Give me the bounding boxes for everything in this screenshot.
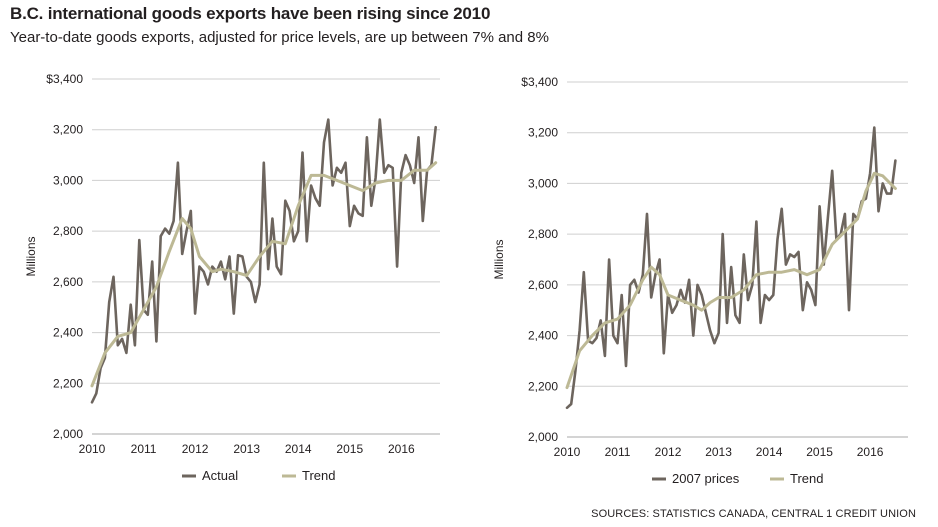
- right-xtick-label: 2015: [806, 445, 833, 459]
- right-ytick-label: 2,600: [528, 278, 558, 292]
- right-ytick-label: 2,800: [528, 227, 558, 241]
- right-xtick-label: 2011: [605, 445, 631, 459]
- left-xtick-label: 2012: [182, 442, 209, 456]
- left-xtick-label: 2015: [336, 442, 363, 456]
- left-ytick-label: 2,400: [53, 326, 83, 340]
- right-xtick-label: 2014: [756, 445, 783, 459]
- constant-price-exports-chart: 2,000 2,200 2,400 2,600 2,800 3,000 3,200 $3,40…: [492, 75, 908, 486]
- right-y-axis-title: Millions: [492, 239, 506, 279]
- left-ytick-label: 2,600: [53, 275, 83, 289]
- left-ytick-label: 2,000: [53, 427, 83, 441]
- left-ytick-label: 2,800: [53, 224, 83, 238]
- left-xtick-label: 2014: [285, 442, 312, 456]
- right-ytick-label: $3,400: [521, 75, 558, 89]
- chart-title: B.C. international goods exports have be…: [10, 4, 491, 23]
- right-ytick-label: 2,400: [528, 329, 558, 343]
- right-xtick-label: 2012: [655, 445, 682, 459]
- left-ytick-label: $3,400: [46, 72, 83, 86]
- left-legend-label: Trend: [302, 468, 335, 483]
- left-y-axis-title: Millions: [24, 236, 38, 276]
- left-ytick-label: 3,200: [53, 123, 83, 137]
- actual-exports-chart: 2,000 2,200 2,400 2,600 2,800 3,000 3,200 $3,40…: [24, 72, 440, 483]
- right-ytick-label: 3,000: [528, 176, 558, 190]
- right-ytick-label: 2,000: [528, 430, 558, 444]
- left-xtick-label: 2011: [131, 442, 157, 456]
- left-ytick-label: 3,000: [53, 173, 83, 187]
- right-ytick-label: 2,200: [528, 379, 558, 393]
- right-legend-label: 2007 prices: [672, 471, 740, 486]
- left-ytick-label: 2,200: [53, 376, 83, 390]
- left-xtick-label: 2013: [233, 442, 260, 456]
- chart-subtitle: Year-to-date goods exports, adjusted for…: [10, 29, 549, 46]
- right-series-line-trend: [565, 171, 897, 390]
- left-xtick-label: 2010: [79, 442, 106, 456]
- left-xtick-label: 2016: [388, 442, 415, 456]
- right-ytick-label: 3,200: [528, 126, 558, 140]
- left-series-line-actual: [90, 118, 437, 404]
- right-xtick-label: 2016: [857, 445, 884, 459]
- right-legend-label: Trend: [790, 471, 823, 486]
- right-xtick-label: 2013: [705, 445, 732, 459]
- right-series-line-2007-prices: [565, 126, 897, 410]
- left-legend-label: Actual: [202, 468, 238, 483]
- left-series-line-trend: [90, 161, 438, 388]
- right-xtick-label: 2010: [554, 445, 581, 459]
- source-note: SOURCES: STATISTICS CANADA, CENTRAL 1 CR…: [591, 508, 916, 520]
